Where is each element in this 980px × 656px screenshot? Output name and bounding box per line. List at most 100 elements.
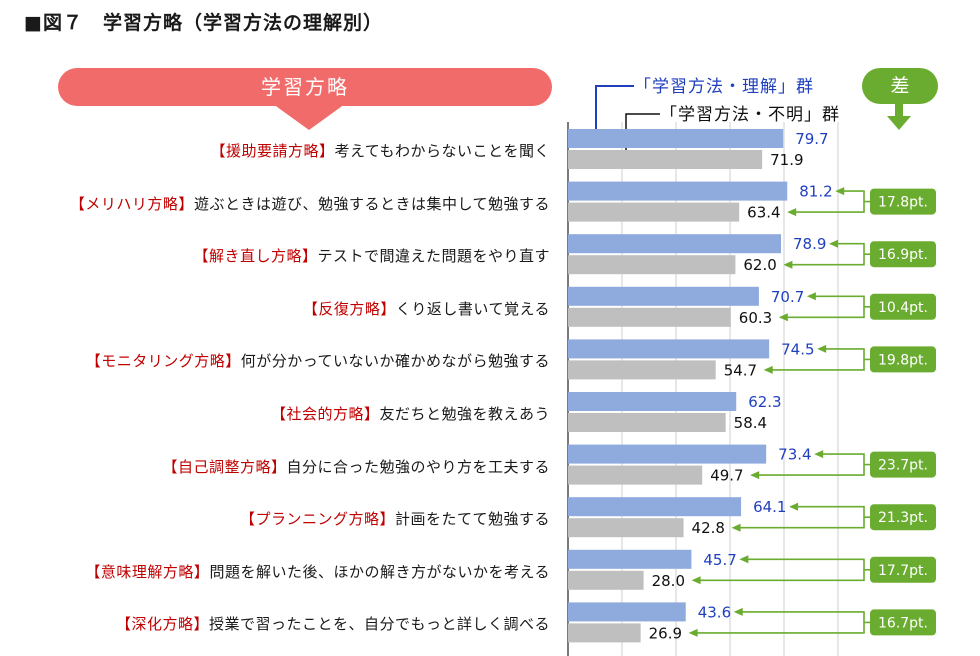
diff-bracket-upper: [843, 190, 870, 203]
value-label-unclear: 63.4: [747, 204, 780, 222]
category-label: 【深化方略】授業で習ったことを、自分でもっと詳しく調べる: [116, 613, 550, 634]
value-label-understood: 74.5: [781, 340, 814, 358]
strategy-description: 問題を解いた後、ほかの解き方がないかを考える: [209, 562, 550, 581]
bar-understood: [568, 602, 686, 622]
value-label-unclear: 42.8: [692, 519, 725, 537]
diff-badge: [870, 188, 936, 215]
category-label: 【解き直し方略】テストで間違えた問題をやり直す: [193, 245, 550, 266]
strategy-description: 計画をたてて勉強する: [394, 510, 550, 529]
diff-arrow-stem: [895, 104, 903, 118]
diff-bracket-lower: [771, 359, 865, 371]
diff-arrow-upper-icon: [817, 344, 827, 353]
bar-unclear: [568, 413, 726, 432]
bar-unclear: [568, 518, 684, 538]
strategy-name: 【援助要請方略】: [210, 142, 335, 160]
strategy-name: 【深化方略】: [115, 615, 209, 634]
value-label-understood: 70.7: [771, 288, 804, 306]
diff-arrow-lower-icon: [731, 523, 741, 532]
strategy-description: テストで間違えた問題をやり直す: [317, 247, 550, 266]
bar-understood: [568, 444, 767, 464]
bar-understood: [568, 286, 759, 306]
value-label-unclear: 26.9: [649, 624, 682, 642]
value-label-understood: 64.1: [753, 498, 786, 516]
bar-understood: [568, 339, 770, 359]
legend-understood-connector: [595, 85, 634, 140]
bar-understood: [568, 392, 737, 411]
diff-arrow-lower-icon: [763, 365, 773, 374]
value-label-understood: 81.2: [799, 183, 832, 201]
bar-understood: [568, 549, 692, 569]
diff-bracket-upper: [825, 348, 870, 361]
category-label: 【社会的方略】友だちと勉強を教えあう: [271, 403, 550, 424]
diff-value: 17.8pt.: [878, 195, 928, 211]
diff-value: 16.9pt.: [878, 247, 928, 263]
strategy-name: 【プランニング方略】: [239, 510, 395, 529]
diff-bracket-upper: [822, 453, 870, 466]
value-label-unclear: 54.7: [724, 361, 757, 379]
diff-arrow-lower-icon: [787, 208, 797, 217]
bar-unclear: [568, 150, 763, 169]
category-label: 【援助要請方略】考えてもわからないことを聞く: [210, 140, 550, 161]
diff-bracket-upper: [747, 558, 870, 571]
legend-unclear: 「学習方法・不明」群: [660, 105, 840, 125]
diff-value: 19.8pt.: [878, 352, 928, 368]
diff-bracket-lower: [758, 464, 865, 476]
diff-arrow-upper-icon: [789, 502, 799, 511]
strategy-name: 【モニタリング方略】: [85, 352, 241, 371]
strategy-name: 【解き直し方略】: [193, 247, 318, 266]
diff-arrow-lower-icon: [750, 471, 760, 480]
diff-badge: [870, 556, 936, 583]
bar-unclear: [568, 570, 644, 590]
value-label-understood: 43.6: [698, 603, 731, 621]
value-label-unclear: 62.0: [743, 256, 776, 274]
diff-down-arrow-icon: [887, 116, 911, 130]
diff-bracket-lower: [699, 569, 865, 582]
diff-bracket-upper: [741, 611, 870, 624]
bar-unclear: [568, 465, 703, 485]
diff-arrow-lower-icon: [783, 260, 793, 269]
bar-unclear: [568, 623, 641, 643]
strategy-banner: 学習方略: [58, 68, 552, 106]
diff-arrow-lower-icon: [688, 628, 698, 637]
strategy-description: 友だちと勉強を教えあう: [379, 405, 550, 423]
legend-understood: 「学習方法・理解」群: [634, 77, 814, 97]
figure-title: ■図７ 学習方略（学習方法の理解別）: [24, 12, 383, 34]
strategy-name: 【意味理解方略】: [85, 562, 210, 581]
category-label: 【プランニング方略】計画をたてて勉強する: [240, 508, 550, 529]
diff-bracket-lower: [795, 201, 865, 213]
diff-badge: [870, 609, 936, 636]
value-label-unclear: 71.9: [770, 151, 803, 169]
diff-arrow-lower-icon: [691, 576, 701, 585]
strategy-name: 【自己調整方略】: [162, 457, 287, 476]
diff-header-badge: 差: [862, 68, 938, 104]
diff-arrow-upper-icon: [733, 607, 743, 616]
diff-arrow-upper-icon: [829, 239, 839, 248]
diff-badge: [870, 241, 936, 268]
diff-value: 16.7pt.: [878, 615, 928, 631]
strategy-name: 【社会的方略】: [270, 405, 380, 423]
diff-arrow-upper-icon: [739, 555, 749, 564]
diff-bracket-lower: [696, 622, 865, 634]
diff-badge: [870, 451, 936, 478]
category-label: 【自己調整方略】自分に合った勉強のやり方を工夫する: [162, 456, 550, 477]
bar-unclear: [568, 202, 740, 222]
bar-understood: [568, 181, 788, 201]
diff-badge: [870, 346, 936, 373]
diff-arrow-upper-icon: [806, 292, 816, 301]
diff-badge: [870, 504, 936, 531]
value-label-unclear: 28.0: [652, 572, 685, 590]
diff-arrow-upper-icon: [835, 187, 845, 196]
value-label-understood: 45.7: [703, 551, 736, 569]
diff-bracket-upper: [797, 505, 870, 519]
strategy-name: 【反復方略】: [302, 299, 396, 318]
category-label: 【メリハリ方略】遊ぶときは遊び、勉強するときは集中して勉強する: [70, 193, 550, 214]
value-label-understood: 78.9: [793, 235, 826, 253]
diff-bracket-lower: [791, 254, 865, 266]
bar-understood: [568, 129, 784, 148]
diff-arrow-lower-icon: [778, 313, 788, 322]
strategy-description: 自分に合った勉強のやり方を工夫する: [286, 457, 550, 476]
strategy-description: 考えてもわからないことを聞く: [334, 142, 550, 160]
value-label-unclear: 60.3: [739, 309, 772, 327]
bar-unclear: [568, 360, 716, 380]
